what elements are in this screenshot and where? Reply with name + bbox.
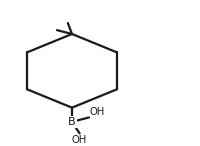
Text: OH: OH [72,134,87,145]
Text: OH: OH [90,107,105,117]
Text: B: B [68,117,76,127]
